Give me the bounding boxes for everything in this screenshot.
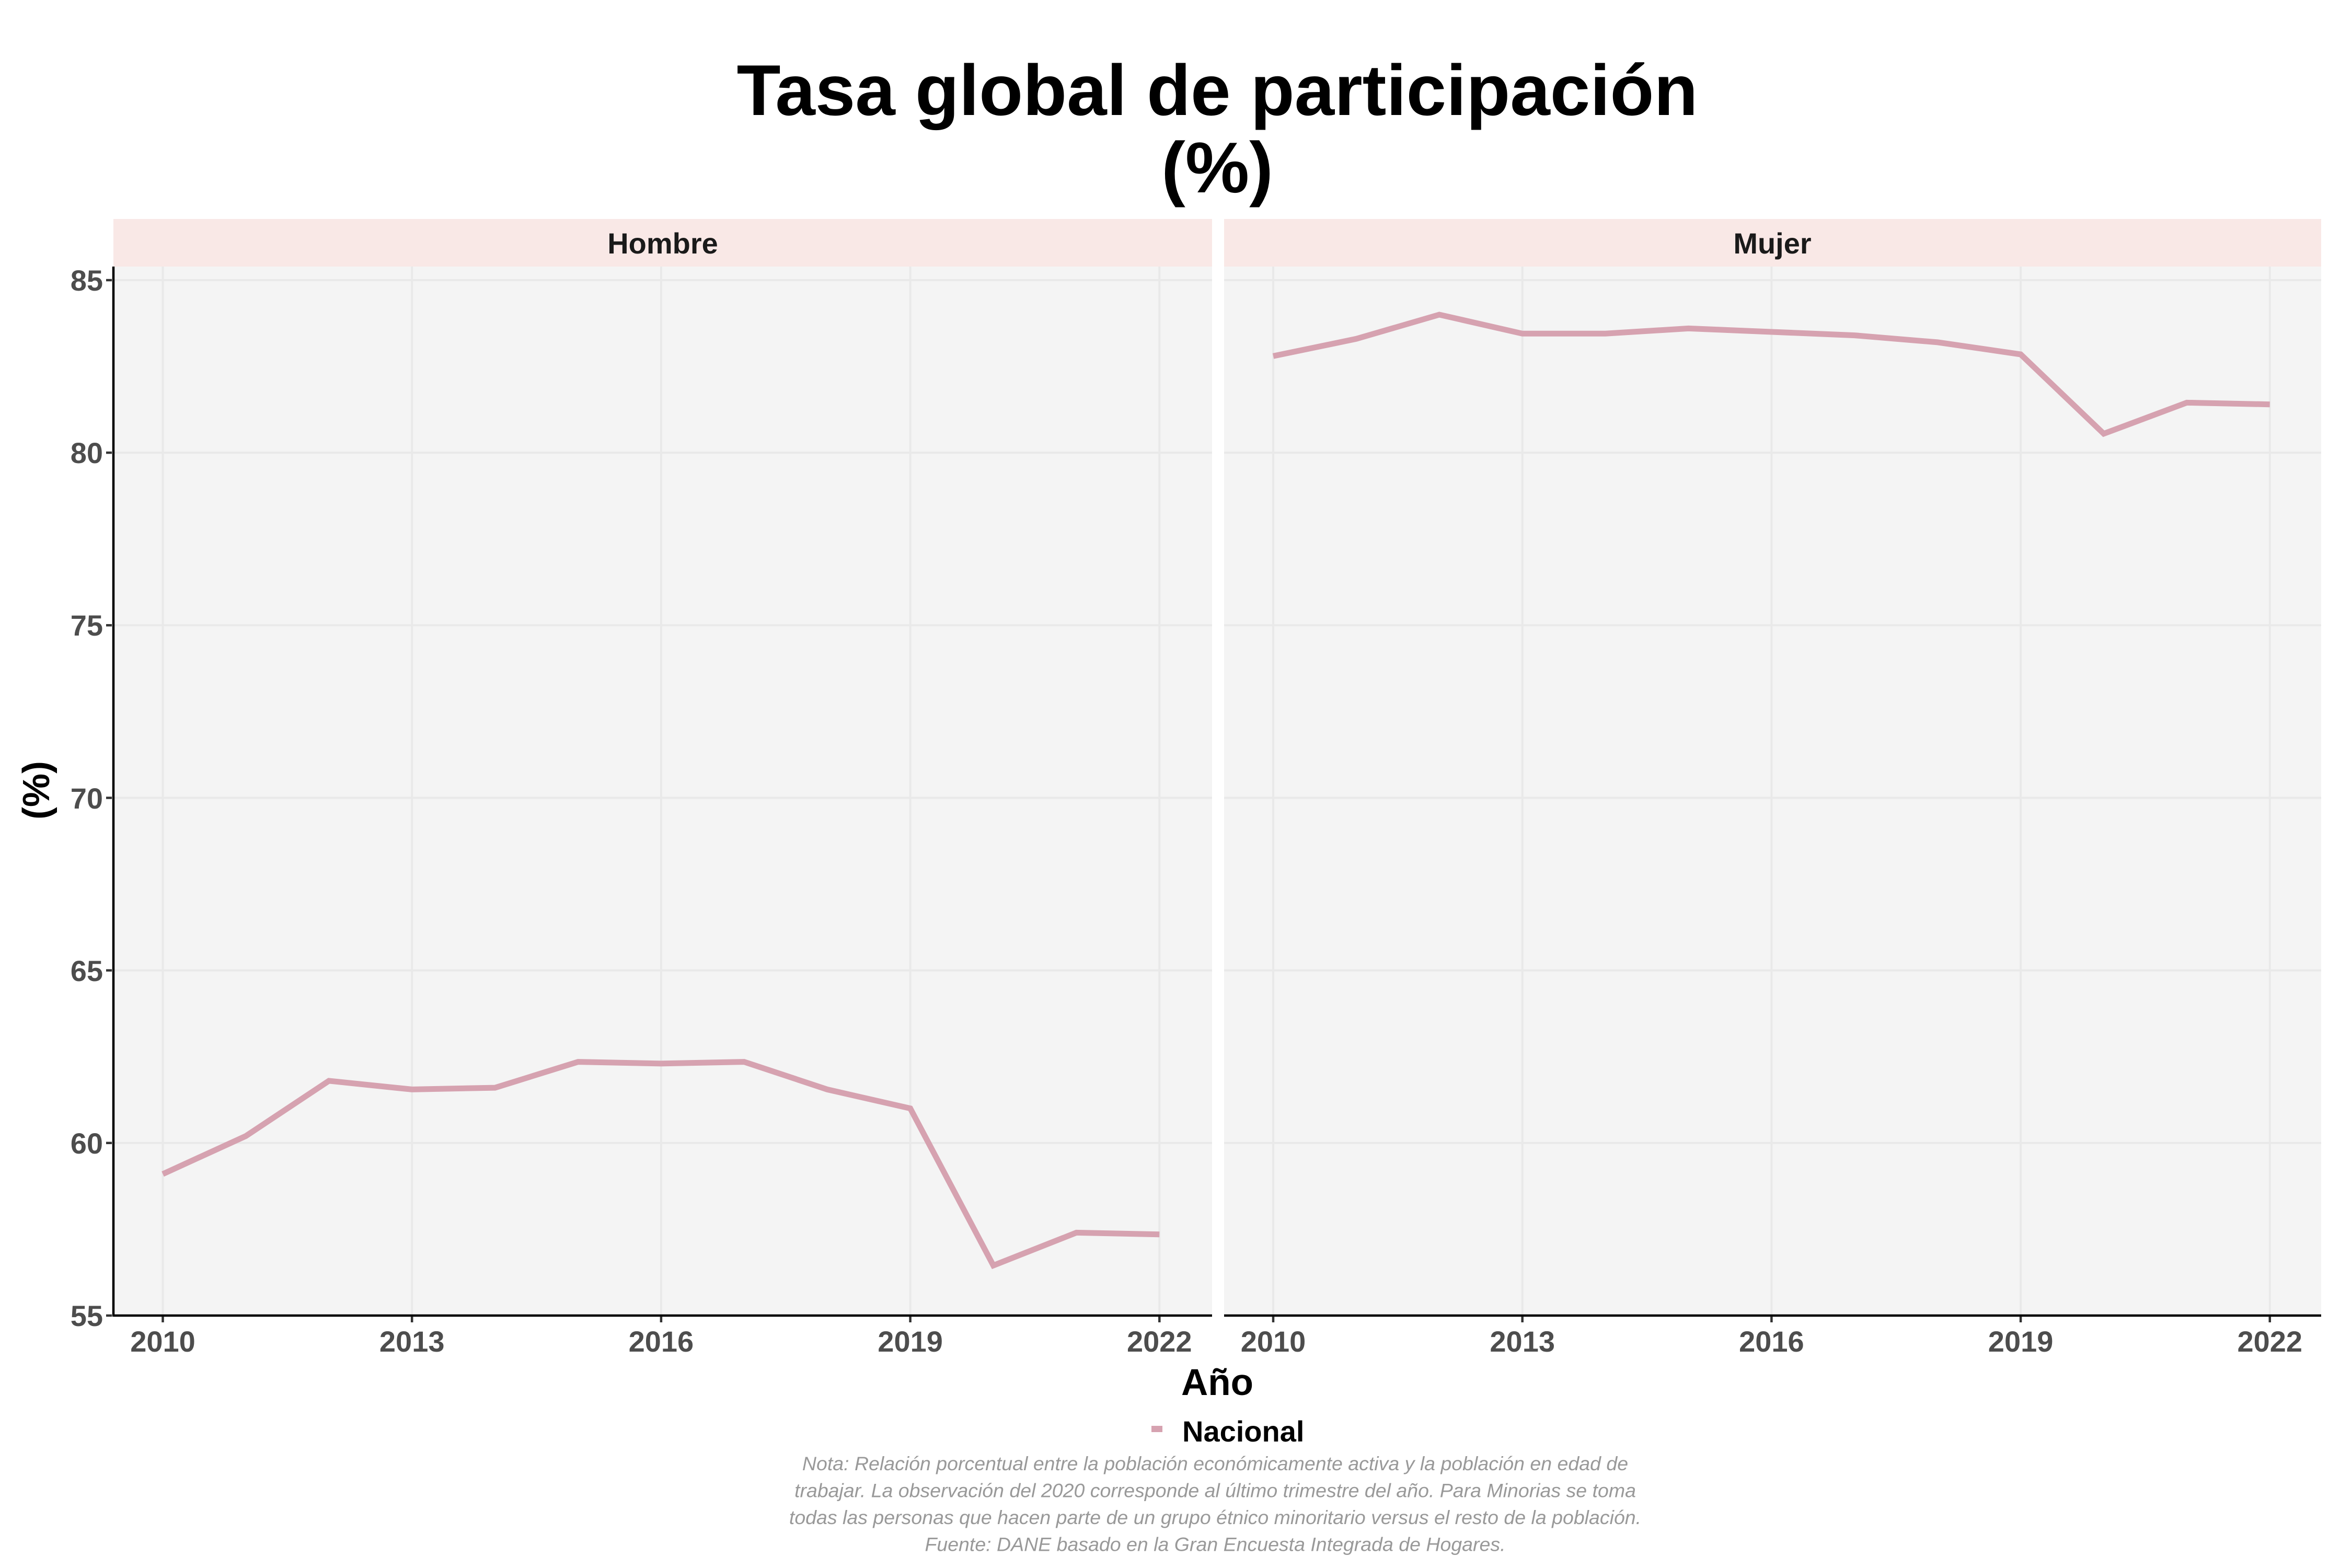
svg-text:2022: 2022: [1127, 1325, 1192, 1358]
svg-text:Año: Año: [1181, 1362, 1253, 1403]
svg-text:todas las personas que hacen p: todas las personas que hacen parte de un…: [789, 1506, 1641, 1528]
svg-text:(%): (%): [16, 761, 57, 820]
svg-text:85: 85: [71, 264, 103, 297]
svg-text:65: 65: [71, 954, 103, 987]
svg-text:2013: 2013: [1490, 1325, 1555, 1358]
svg-text:2016: 2016: [1739, 1325, 1804, 1358]
svg-text:2016: 2016: [629, 1325, 694, 1358]
svg-text:75: 75: [71, 609, 103, 642]
svg-text:2010: 2010: [1241, 1325, 1306, 1358]
svg-text:2019: 2019: [878, 1325, 943, 1358]
svg-text:80: 80: [71, 436, 103, 469]
svg-text:70: 70: [71, 782, 103, 815]
svg-text:(%): (%): [1161, 128, 1273, 208]
svg-text:55: 55: [71, 1299, 103, 1332]
svg-text:trabajar. La observación del 2: trabajar. La observación del 2020 corres…: [794, 1480, 1636, 1502]
svg-text:Fuente: DANE basado en la Gran: Fuente: DANE basado en la Gran Encuesta …: [925, 1534, 1505, 1555]
svg-text:Nacional: Nacional: [1182, 1415, 1304, 1448]
svg-text:Tasa global de participación: Tasa global de participación: [737, 51, 1698, 131]
svg-text:Mujer: Mujer: [1733, 227, 1811, 260]
svg-text:2013: 2013: [379, 1325, 445, 1358]
svg-text:Nota: Relación porcentual entr: Nota: Relación porcentual entre la pobla…: [802, 1452, 1628, 1474]
svg-text:60: 60: [71, 1127, 103, 1160]
svg-text:Hombre: Hombre: [607, 227, 718, 260]
svg-text:2010: 2010: [130, 1325, 195, 1358]
svg-text:2022: 2022: [2238, 1325, 2303, 1358]
svg-text:2019: 2019: [1988, 1325, 2054, 1358]
